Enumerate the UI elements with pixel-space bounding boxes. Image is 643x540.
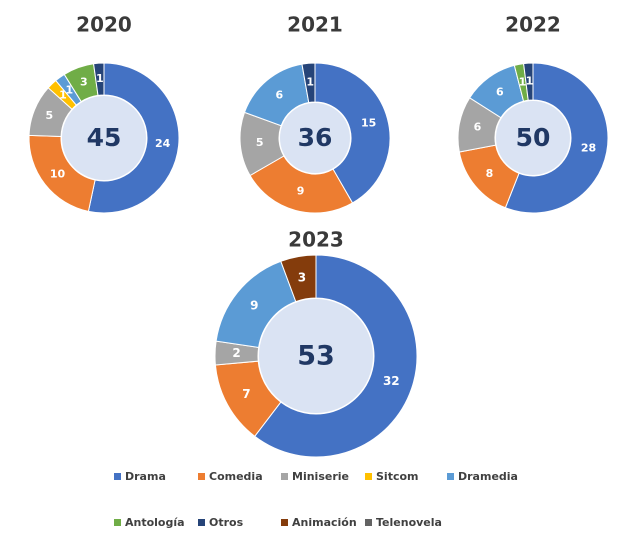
- slice-drama: [87, 62, 180, 214]
- center-total: 50: [516, 123, 551, 152]
- slice-label-drama: 15: [361, 117, 376, 130]
- slice-label-drama: 24: [155, 137, 171, 150]
- slice-label-miniserie: 5: [45, 109, 53, 122]
- slice-label-dramedia: 6: [496, 85, 504, 98]
- slice-label-antología: 3: [80, 76, 88, 89]
- center-total: 36: [298, 123, 333, 152]
- slice-label-otros: 1: [306, 76, 314, 89]
- chart-title: 2022: [505, 13, 561, 37]
- slice-drama: [254, 254, 418, 458]
- slice-label-animación: 3: [298, 270, 306, 284]
- donut-2023: 2023 32 7 2 9 3 53: [214, 228, 418, 458]
- slice-label-comedia: 7: [242, 387, 250, 401]
- chart-title: 2020: [76, 13, 132, 37]
- donut-center: [62, 96, 146, 180]
- slice-otros: [301, 62, 316, 104]
- chart-title: 2021: [287, 13, 343, 37]
- donut-center: [259, 299, 373, 413]
- slice-drama: [504, 62, 609, 214]
- slice-comedia: [249, 155, 354, 214]
- donut-2021: 2021 15 9 5 6 1 36: [239, 13, 391, 214]
- slice-label-miniserie: 2: [232, 346, 240, 360]
- slice-label-otros: 1: [96, 72, 104, 85]
- slice-label-dramedia: 1: [65, 83, 73, 96]
- slice-label-drama: 28: [581, 142, 596, 155]
- slice-otros: [92, 62, 105, 96]
- slice-label-otros: 1: [526, 75, 534, 88]
- slice-label-comedia: 10: [50, 167, 66, 180]
- donut-2022: 2022 28 8 6 6 1 1 50: [457, 13, 609, 214]
- slice-label-miniserie: 6: [474, 120, 482, 133]
- slice-drama: [314, 62, 391, 204]
- center-total: 53: [297, 341, 335, 372]
- center-total: 45: [87, 123, 122, 152]
- slice-label-comedia: 8: [486, 167, 494, 180]
- slice-label-dramedia: 6: [275, 88, 283, 101]
- slice-label-sitcom: 1: [59, 89, 67, 102]
- slice-label-drama: 32: [383, 374, 400, 388]
- chart-title: 2023: [288, 228, 344, 252]
- donut-center: [496, 101, 570, 175]
- slice-label-dramedia: 9: [250, 298, 258, 312]
- slice-otros: [523, 62, 534, 101]
- donut-center: [280, 103, 350, 173]
- slice-label-comedia: 9: [297, 185, 305, 198]
- slice-label-miniserie: 5: [256, 136, 264, 149]
- slice-label-antología: 1: [519, 76, 527, 89]
- slice-animación: [280, 254, 317, 303]
